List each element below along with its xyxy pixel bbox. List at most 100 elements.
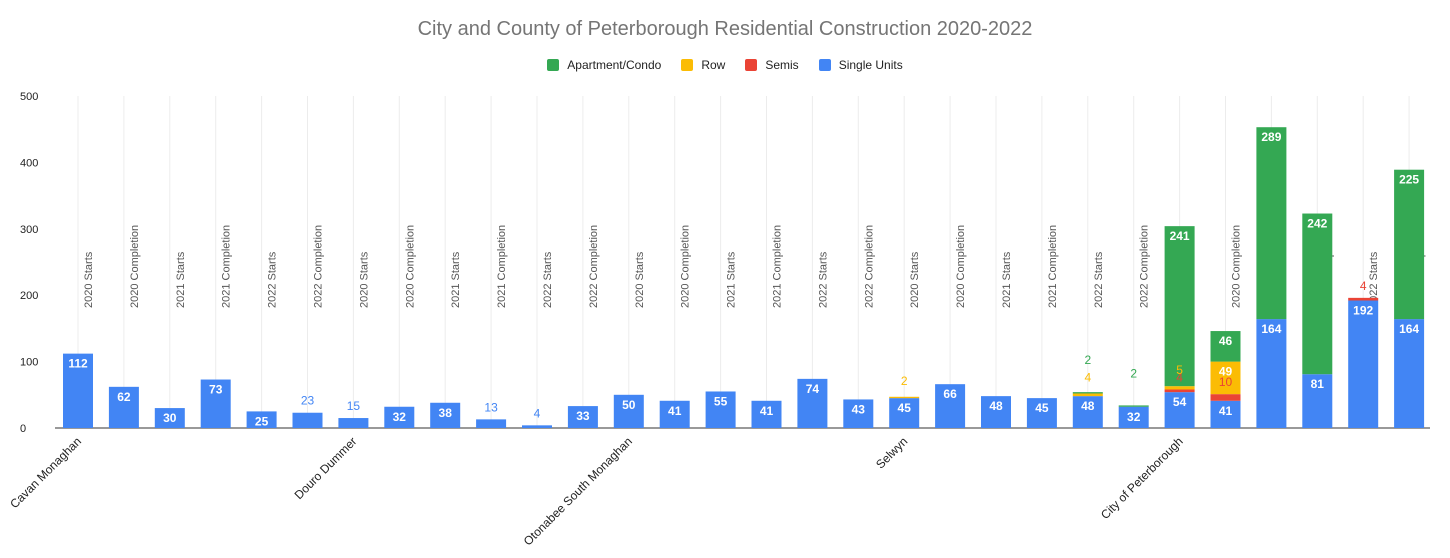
bar-category-label: 2020 Starts xyxy=(83,251,95,308)
y-tick-label: 300 xyxy=(20,224,38,236)
bar-segment xyxy=(751,400,782,428)
bar-segment xyxy=(1256,319,1287,428)
group-label: Otonabee South Monaghan xyxy=(521,434,635,548)
data-label: 164 xyxy=(1399,322,1419,336)
data-label: 43 xyxy=(852,402,866,416)
data-label: 2 xyxy=(1130,366,1137,380)
bar-category-label: 2021 Completion xyxy=(772,225,784,308)
chart-legend: Apartment/Condo Row Semis Single Units xyxy=(0,58,1450,72)
legend-swatch xyxy=(745,59,758,71)
data-label: 50 xyxy=(622,398,636,412)
bar-segment xyxy=(200,379,231,428)
bar-segment xyxy=(935,384,966,428)
bar-category-label: 2021 Starts xyxy=(450,251,462,308)
data-label: 54 xyxy=(1173,395,1187,409)
data-label: 241 xyxy=(1170,229,1190,243)
data-label: 55 xyxy=(714,394,728,408)
bar-segment xyxy=(889,398,920,428)
y-tick-label: 500 xyxy=(20,91,38,103)
bar-category-label: 2020 Starts xyxy=(634,251,646,308)
group-label: Cavan Monaghan xyxy=(7,434,84,511)
data-label: 66 xyxy=(943,387,957,401)
bar-segment xyxy=(63,353,93,428)
data-label: 45 xyxy=(1035,401,1049,415)
data-label: 33 xyxy=(576,409,590,423)
data-label: 2 xyxy=(1084,353,1091,367)
data-label: 48 xyxy=(1081,399,1095,413)
group-label: City of Peterborough xyxy=(1098,434,1186,522)
data-label: 41 xyxy=(668,404,682,418)
bar-segment xyxy=(1302,374,1333,428)
data-label: 81 xyxy=(1311,377,1325,391)
bar-segment xyxy=(1302,213,1333,375)
bar-segment xyxy=(246,411,277,428)
bar-category-label: 2022 Completion xyxy=(1139,225,1151,308)
bar-segment xyxy=(1164,392,1195,428)
data-label: 38 xyxy=(439,406,453,420)
bar-category-label: 2021 Starts xyxy=(175,251,187,308)
bar-segment xyxy=(1348,297,1379,301)
data-label: 112 xyxy=(68,357,88,371)
y-tick-label: 400 xyxy=(20,157,38,169)
data-label: 49 xyxy=(1219,365,1233,379)
legend-label: Single Units xyxy=(838,58,903,72)
legend-swatch xyxy=(681,59,694,71)
bar-segment xyxy=(889,396,920,399)
bar-segment xyxy=(1348,300,1379,428)
bar-segment xyxy=(338,418,369,428)
bar-segment xyxy=(1210,361,1241,395)
chart-title: City and County of Peterborough Resident… xyxy=(417,18,1033,40)
data-label: 46 xyxy=(1219,334,1233,348)
data-label: 10 xyxy=(1219,375,1233,389)
bar-category-label: 2020 Starts xyxy=(909,251,921,308)
bar-segment xyxy=(981,396,1011,428)
bar-category-label: 2022 Starts xyxy=(267,251,279,308)
data-label: 13 xyxy=(484,400,498,414)
bar-segment xyxy=(430,402,461,428)
bar-category-label: 2022 Starts xyxy=(817,251,829,308)
group-label: Douro Dummer xyxy=(292,434,360,502)
legend-item: Row xyxy=(681,58,725,72)
legend-label: Row xyxy=(701,58,726,72)
legend-swatch xyxy=(547,59,560,71)
bar-segment xyxy=(705,391,736,428)
data-label: 41 xyxy=(760,404,774,418)
group-label: Selwyn xyxy=(873,434,910,471)
y-tick-label: 0 xyxy=(20,423,26,435)
legend-label: Apartment/Condo xyxy=(567,58,662,72)
data-label: 48 xyxy=(989,399,1003,413)
bar-segment xyxy=(659,400,690,428)
bar-segment xyxy=(1072,393,1103,397)
bar-segment xyxy=(1210,331,1241,362)
bar-segment xyxy=(1164,386,1195,390)
bar-segment xyxy=(1394,319,1425,428)
bar-segment xyxy=(1164,389,1195,393)
bar-category-label: 2022 Completion xyxy=(863,225,875,308)
bar-segment xyxy=(1118,406,1149,428)
bar-category-label: 2021 Completion xyxy=(221,225,233,308)
bar-segment xyxy=(1026,398,1057,428)
data-label: 4 xyxy=(1084,370,1091,384)
bar-category-label: 2021 Starts xyxy=(1001,251,1013,308)
legend-item: Semis xyxy=(745,58,799,72)
y-tick-label: 100 xyxy=(20,357,38,369)
bar-segment xyxy=(522,425,552,428)
data-label: 74 xyxy=(806,382,820,396)
bar-category-label: 2022 Completion xyxy=(588,225,600,308)
bar-category-label: 2021 Completion xyxy=(496,225,508,308)
data-label: 73 xyxy=(209,383,223,397)
bar-category-label: 2020 Completion xyxy=(129,225,141,308)
bar-segment xyxy=(1072,396,1103,428)
data-label: 32 xyxy=(1127,410,1141,424)
bar-segment xyxy=(384,406,415,428)
data-label: 32 xyxy=(393,410,407,424)
bar-category-label: 2020 Completion xyxy=(955,225,967,308)
data-label: 4 xyxy=(1360,279,1367,293)
bar-segment xyxy=(567,406,598,428)
data-label: 164 xyxy=(1261,322,1281,336)
data-label: 2 xyxy=(901,374,908,388)
legend-item: Single Units xyxy=(818,58,903,72)
data-label: 225 xyxy=(1399,173,1419,187)
bar-segment xyxy=(1210,400,1241,428)
data-label: 5 xyxy=(1176,363,1183,377)
